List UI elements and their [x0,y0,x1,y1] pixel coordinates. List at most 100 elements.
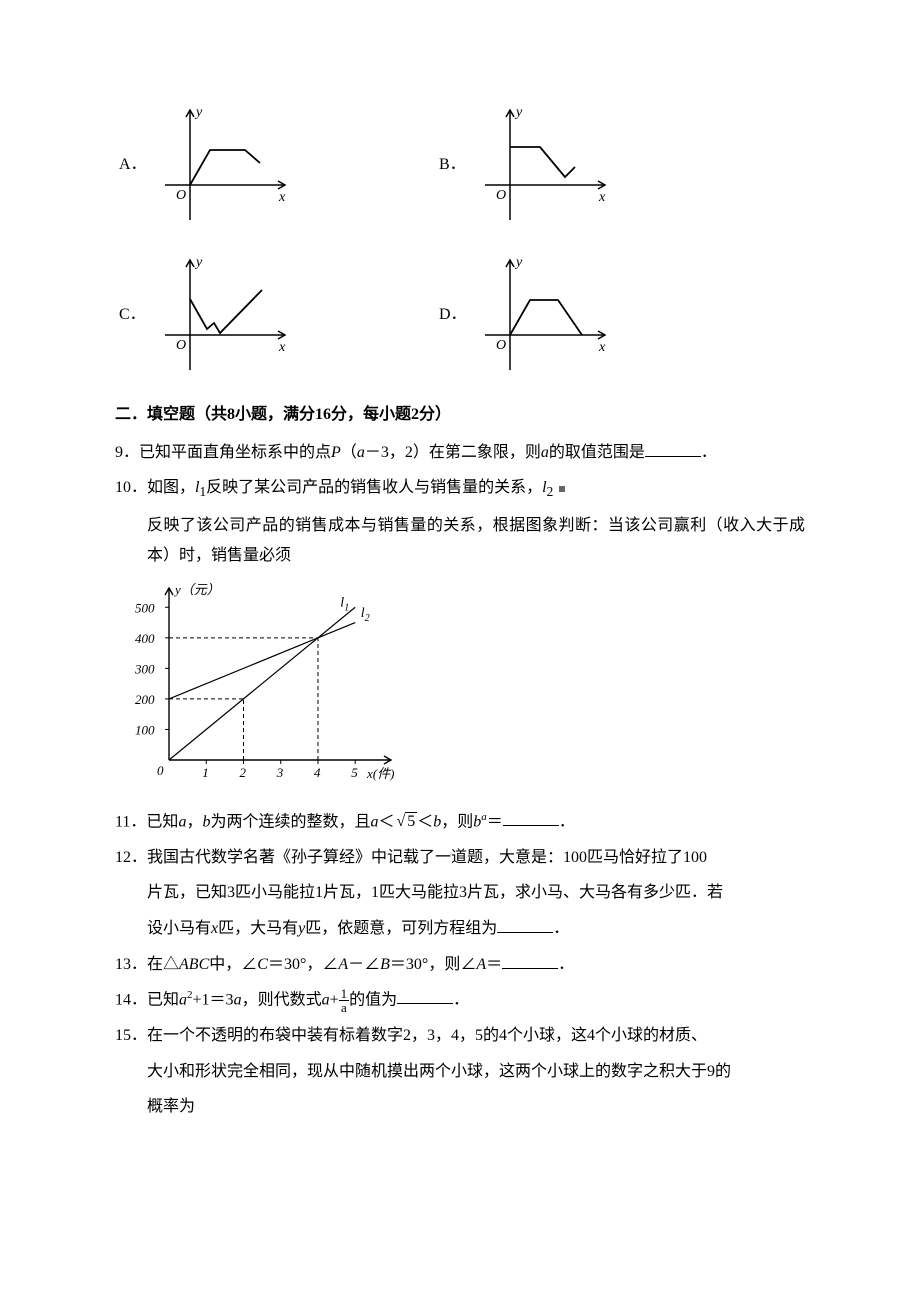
option-a-label: A． [115,150,155,180]
q13-ABC: ABC [179,956,209,973]
q9-period: ． [701,444,717,461]
svg-text:300: 300 [134,662,155,677]
svg-text:x(件): x(件) [366,766,394,781]
q11-blank [503,810,559,826]
q14-frac: 1a [339,987,350,1014]
question-10: 10．如图，l1反映了某公司产品的销售收人与销售量的关系，l2 [115,473,805,505]
q9-a: a [541,444,549,461]
q14-plus: + [330,991,339,1008]
svg-text:l2: l2 [361,606,370,624]
q9-t3: 的取值范围是 [549,444,645,461]
q9-P: P [331,444,341,461]
q13-eq30b: ＝30°，则∠ [390,956,476,973]
question-15-line3: 概率为 [115,1092,805,1122]
question-12-line2: 片瓦，已知3匹小马能拉1片瓦，1匹大马能拉3片瓦，求小马、大马各有多少匹．若 [115,878,805,908]
question-14: 14．已知a2+1＝3a，则代数式a+1a的值为． [115,985,805,1015]
q13-t2: 中，∠ [209,956,257,973]
option-row-2: C． y x O D． y x O [115,250,805,380]
question-10-line2: 反映了该公司产品的销售成本与销售量的关系，根据图象判断：当该公司赢利（收入大于成… [115,511,805,570]
q9-t2: 在第二象限，则 [429,444,541,461]
question-15-line2: 大小和形状完全相同，现从中随机摸出两个小球，这两个小球上的数字之积大于9的 [115,1057,805,1087]
question-12-line3: 设小马有x匹，大马有y匹，依题意，可列方程组为． [115,914,805,944]
svg-text:0: 0 [157,763,164,778]
q10-marker [559,486,565,492]
q13-eq30a: ＝30°，∠ [268,956,338,973]
q13-period: ． [558,956,574,973]
question-12: 12．我国古代数学名著《孙子算经》中记载了一道题，大意是：100匹马恰好拉了10… [115,843,805,873]
q11-lt1: ＜ [378,813,394,830]
option-b: B． yxO [435,100,755,230]
q12-l1: 我国古代数学名著《孙子算经》中记载了一道题，大意是：100匹马恰好拉了100 [147,849,707,866]
option-d: D． y x O [435,250,755,380]
q12-blank [497,917,553,933]
option-d-graph: y x O [475,250,615,380]
svg-text:x: x [278,340,286,355]
q14-a: a [179,991,187,1008]
q11-c1: ， [186,813,202,830]
svg-text:O: O [496,338,506,353]
q14-t1: 已知 [147,991,179,1008]
q13-num: 13． [115,956,147,973]
q12-num: 12． [115,849,147,866]
svg-text:500: 500 [135,600,155,615]
section-2-title: 二．填空题（共8小题，满分16分，每小题2分） [115,400,805,430]
option-a-graph: y x O [155,100,295,230]
q11-eq: ＝ [487,813,503,830]
q11-t3: ，则 [441,813,473,830]
svg-text:x: x [278,190,286,205]
q11-t2: 为两个连续的整数，且 [210,813,370,830]
svg-text:3: 3 [276,765,284,780]
question-13: 13．在△ABC中，∠C＝30°，∠A－∠B＝30°，则∠A＝． [115,950,805,980]
q11-lt2: ＜ [417,813,433,830]
svg-text:x: x [598,340,606,355]
svg-text:y: y [514,105,523,120]
svg-text:100: 100 [135,723,155,738]
q14-period: ． [453,991,469,1008]
q10-chart: 100200300400500123450y（元）x(件)l1l2 [125,578,805,799]
q11-sqrt: 5 [394,807,417,837]
svg-text:O: O [176,338,186,353]
q14-t3: 的值为 [349,991,397,1008]
q14-p1: +1＝3 [193,991,234,1008]
q13-A2: A [476,956,486,973]
q13-t1: 在△ [147,956,179,973]
q10-num: 10． [115,479,147,496]
svg-text:y: y [194,105,203,120]
option-b-label: B． [435,150,475,180]
svg-text:2: 2 [239,765,246,780]
option-c: C． yxO [115,250,435,380]
svg-text:O: O [176,188,186,203]
q14-a2: a [234,991,242,1008]
q11-num: 11． [115,813,146,830]
q14-num: 14． [115,991,147,1008]
q11-period: ． [559,813,575,830]
q14-blank [397,988,453,1004]
option-c-label: C． [115,300,155,330]
q10-t1: 如图， [147,479,195,496]
q13-minus: －∠ [348,956,380,973]
option-b-graph: yxO [475,100,615,230]
option-d-label: D． [435,300,475,330]
q10-sub2: 2 [547,484,554,499]
option-row-1: A． y x O B． y x O [115,100,805,230]
svg-text:l1: l1 [340,596,349,614]
q11-t1: 已知 [146,813,178,830]
svg-text:5: 5 [351,765,358,780]
question-9: 9．已知平面直角坐标系中的点P（a－3，2）在第二象限，则a的取值范围是 ． [115,438,805,468]
q9-t1: 已知平面直角坐标系中的点 [139,444,331,461]
question-15: 15．在一个不透明的布袋中装有标着数字2，3，4，5的4个小球，这4个小球的材质… [115,1021,805,1051]
svg-text:x: x [598,190,606,205]
q14-t2: ，则代数式 [242,991,322,1008]
svg-text:y: y [514,255,523,270]
q13-C: C [257,956,268,973]
q13-blank [502,953,558,969]
svg-text:1: 1 [202,765,209,780]
q13-B: B [380,956,390,973]
q9-num: 9． [115,444,139,461]
svg-text:4: 4 [314,765,321,780]
q14-a3: a [322,991,330,1008]
q10-t2: 反映了某公司产品的销售收人与销售量的关系， [206,479,542,496]
q13-eq: ＝ [486,956,502,973]
q9-coord: （a－3，2） [341,444,429,461]
option-a: A． y x O [115,100,435,230]
